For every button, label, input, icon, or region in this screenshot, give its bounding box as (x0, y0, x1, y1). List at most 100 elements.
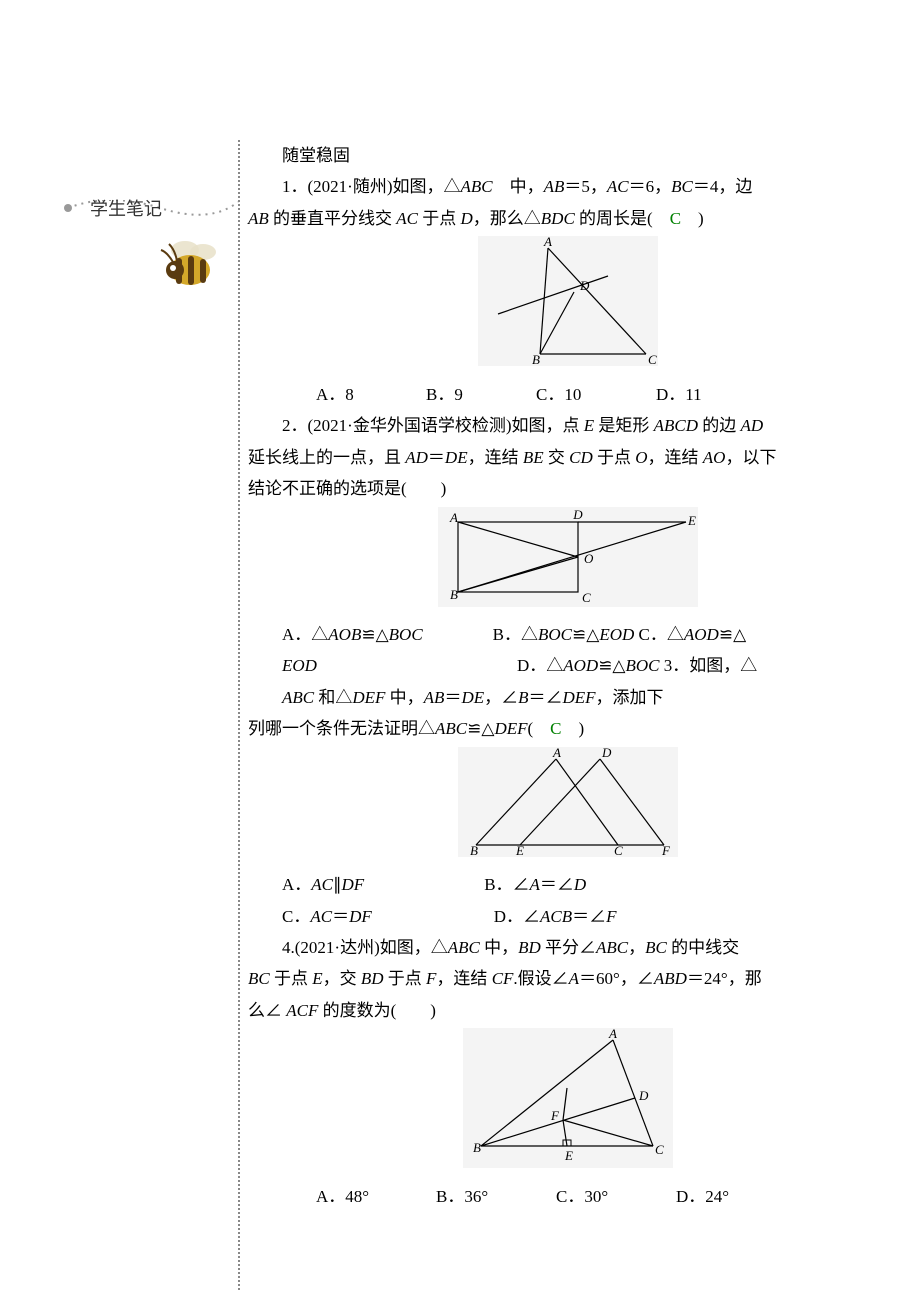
svg-text:A: A (543, 236, 552, 249)
text: 1．(2021·随州)如图，△ (282, 177, 460, 196)
q2-opts-r1: A．△AOB≌△BOCB．△BOC≌△EOD C．△AOD≌△ (248, 619, 888, 650)
text: 的垂直平分线交 (269, 209, 397, 228)
text: D (675, 969, 687, 988)
svg-text:O: O (584, 551, 594, 566)
text: 的周长是( (575, 209, 670, 228)
q3-opts-r1: A．AC∥DFB．∠A＝∠D (248, 869, 888, 900)
q1-answer: C (670, 209, 681, 228)
text: AB (654, 969, 675, 988)
student-notes-label: 学生笔记 (90, 195, 162, 221)
q1-opt-a: A．8 (282, 379, 392, 410)
text: A． (282, 875, 311, 894)
svg-text:B: B (450, 587, 458, 602)
text: AO (703, 448, 726, 467)
text: ≌△ (467, 719, 494, 738)
text: 于点 (593, 448, 636, 467)
text: F (361, 907, 371, 926)
q3-opts-r2: C．AC＝DFD．∠ACB＝∠F (248, 901, 888, 932)
svg-text:F: F (661, 843, 671, 857)
text: ＝∠ (529, 688, 563, 707)
text: 中， (480, 938, 518, 957)
text: EOD (599, 625, 634, 644)
text: A (530, 875, 540, 894)
text: ＝24°，那 (687, 969, 762, 988)
svg-text:F: F (550, 1108, 560, 1123)
text: 平分∠ (541, 938, 596, 957)
q1-opt-b: B．9 (392, 379, 502, 410)
text: AOB (328, 625, 361, 644)
text: ABC (448, 938, 480, 957)
text: B．∠ (484, 875, 529, 894)
text: ，那么△ (473, 209, 541, 228)
q3-figure: A D B E C F (248, 747, 888, 867)
text: BC (248, 969, 270, 988)
text: 3．如图，△ (660, 656, 758, 675)
text: O (635, 448, 647, 467)
text: .假设∠ (513, 969, 568, 988)
text: BOC (626, 656, 660, 675)
text: CD (674, 416, 698, 435)
text: B．△ (493, 625, 538, 644)
text: ，连结 (648, 448, 703, 467)
text: CD (569, 448, 593, 467)
svg-text:A: A (449, 510, 458, 525)
q4-opt-d: D．24° (642, 1181, 729, 1212)
content-area: 随堂稳固 1．(2021·随州)如图，△ABC 中，AB＝5，AC＝6，BC＝4… (248, 140, 888, 1212)
text: BC (671, 177, 693, 196)
q3-line1: ABC 和△DEF 中，AB＝DE，∠B＝∠DEF，添加下 (248, 682, 888, 713)
text: 的度数为( ) (318, 1001, 436, 1020)
q2-line3: 结论不正确的选项是( ) (248, 473, 888, 504)
text: DEF (563, 688, 596, 707)
q1-figure: A B C D (248, 236, 888, 376)
text: ＝∠ (572, 907, 606, 926)
text: DEF (352, 688, 385, 707)
text: AOD (684, 625, 719, 644)
text: AB (424, 688, 445, 707)
text: ＝∠ (540, 875, 574, 894)
text: BE (523, 448, 544, 467)
q2-line2: 延长线上的一点，且 AD＝DE，连结 BE 交 CD 于点 O，连结 AO，以下 (248, 442, 888, 473)
text: ，连结 (468, 448, 523, 467)
q4-line1: 4.(2021·达州)如图，△ABC 中，BD 平分∠ABC，BC 的中线交 (248, 932, 888, 963)
text: 的中线交 (667, 938, 739, 957)
text: AB (248, 209, 269, 228)
q2-line1: 2．(2021·金华外国语学校检测)如图，点 E 是矩形 ABCD 的边 AD (248, 410, 888, 441)
text: BOC (389, 625, 423, 644)
text: A (286, 1001, 296, 1020)
text: DE (461, 688, 484, 707)
text: ，∠ (484, 688, 518, 707)
text: 是矩形 (594, 416, 654, 435)
text: BOC (538, 625, 572, 644)
text: ＝4，边 (693, 177, 753, 196)
text: ≌△ (572, 625, 599, 644)
text: 2．(2021·金华外国语学校检测)如图，点 (282, 416, 584, 435)
text: ≌△ (598, 656, 625, 675)
text: 中， (385, 688, 423, 707)
text: F (606, 907, 616, 926)
text: BC (645, 938, 667, 957)
text: ABC (596, 938, 628, 957)
svg-text:C: C (648, 352, 657, 366)
text: BD (361, 969, 384, 988)
text: CF (297, 1001, 319, 1020)
text: ∥ (333, 875, 342, 894)
text: CF (492, 969, 514, 988)
text: ，连结 (436, 969, 491, 988)
svg-text:E: E (564, 1148, 573, 1163)
text: E (312, 969, 322, 988)
text: F (426, 969, 436, 988)
section-title: 随堂稳固 (248, 140, 888, 171)
q4-figure: A B C D E F (248, 1028, 888, 1178)
svg-text:E: E (687, 513, 696, 528)
svg-text:B: B (470, 843, 478, 857)
svg-text:C: C (614, 843, 623, 857)
svg-text:C: C (582, 590, 591, 605)
text: ，以下 (725, 448, 776, 467)
text: D (461, 209, 473, 228)
q2-figure: A D E B C O (248, 507, 888, 617)
svg-text:B: B (532, 352, 540, 366)
q1-line2: AB 的垂直平分线交 AC 于点 D，那么△BDC 的周长是( C ) (248, 203, 888, 234)
vertical-divider (238, 140, 240, 1290)
text: EOD (282, 656, 317, 675)
text: AOD (563, 656, 598, 675)
